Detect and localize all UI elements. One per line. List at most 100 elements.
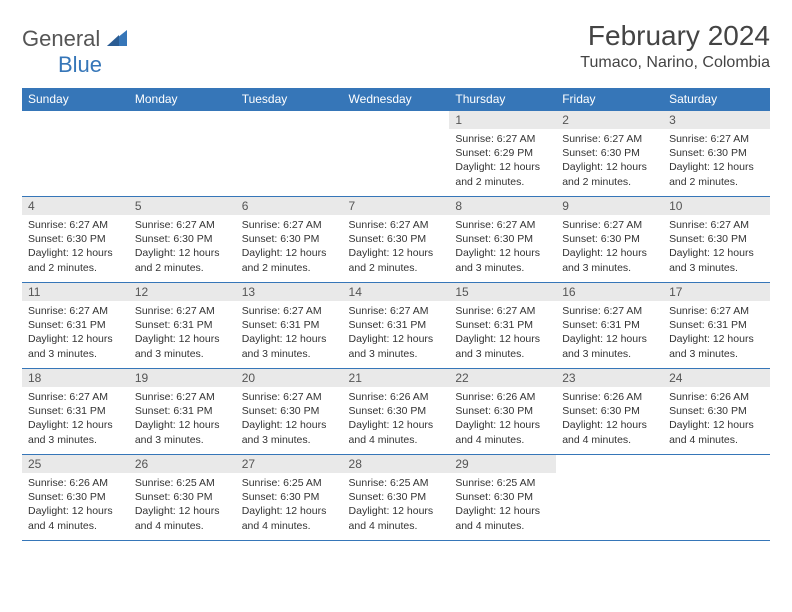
day-details: Sunrise: 6:26 AMSunset: 6:30 PMDaylight:… [556,387,663,451]
calendar-cell [556,455,663,541]
calendar-week-row: 4Sunrise: 6:27 AMSunset: 6:30 PMDaylight… [22,197,770,283]
day-details: Sunrise: 6:27 AMSunset: 6:30 PMDaylight:… [663,129,770,193]
sail-icon [107,33,127,50]
day-number: 15 [449,283,556,301]
daylight-text: Daylight: 12 hours and 3 minutes. [135,332,230,360]
calendar-cell: 29Sunrise: 6:25 AMSunset: 6:30 PMDayligh… [449,455,556,541]
calendar-cell [22,111,129,197]
sunrise-text: Sunrise: 6:27 AM [562,304,657,318]
sunset-text: Sunset: 6:30 PM [349,232,444,246]
sunset-text: Sunset: 6:30 PM [669,404,764,418]
calendar-cell: 10Sunrise: 6:27 AMSunset: 6:30 PMDayligh… [663,197,770,283]
sunrise-text: Sunrise: 6:27 AM [562,218,657,232]
sunset-text: Sunset: 6:30 PM [562,232,657,246]
sunrise-text: Sunrise: 6:25 AM [349,476,444,490]
sunrise-text: Sunrise: 6:26 AM [349,390,444,404]
sunrise-text: Sunrise: 6:27 AM [669,218,764,232]
sunrise-text: Sunrise: 6:27 AM [455,304,550,318]
sunset-text: Sunset: 6:30 PM [242,404,337,418]
day-details: Sunrise: 6:27 AMSunset: 6:30 PMDaylight:… [236,215,343,279]
daylight-text: Daylight: 12 hours and 4 minutes. [135,504,230,532]
sunset-text: Sunset: 6:30 PM [455,404,550,418]
daylight-text: Daylight: 12 hours and 4 minutes. [669,418,764,446]
day-details: Sunrise: 6:25 AMSunset: 6:30 PMDaylight:… [343,473,450,537]
day-details: Sunrise: 6:27 AMSunset: 6:31 PMDaylight:… [663,301,770,365]
day-number: 13 [236,283,343,301]
day-details: Sunrise: 6:27 AMSunset: 6:30 PMDaylight:… [663,215,770,279]
calendar-cell: 8Sunrise: 6:27 AMSunset: 6:30 PMDaylight… [449,197,556,283]
sunset-text: Sunset: 6:31 PM [135,318,230,332]
sunrise-text: Sunrise: 6:27 AM [562,132,657,146]
day-details: Sunrise: 6:27 AMSunset: 6:30 PMDaylight:… [236,387,343,451]
daylight-text: Daylight: 12 hours and 3 minutes. [135,418,230,446]
sunset-text: Sunset: 6:30 PM [562,146,657,160]
sunrise-text: Sunrise: 6:27 AM [28,304,123,318]
calendar-cell: 3Sunrise: 6:27 AMSunset: 6:30 PMDaylight… [663,111,770,197]
day-number: 3 [663,111,770,129]
daylight-text: Daylight: 12 hours and 3 minutes. [455,332,550,360]
calendar-cell: 16Sunrise: 6:27 AMSunset: 6:31 PMDayligh… [556,283,663,369]
sunrise-text: Sunrise: 6:25 AM [242,476,337,490]
day-details: Sunrise: 6:26 AMSunset: 6:30 PMDaylight:… [449,387,556,451]
sunrise-text: Sunrise: 6:25 AM [455,476,550,490]
daylight-text: Daylight: 12 hours and 4 minutes. [242,504,337,532]
calendar-cell: 18Sunrise: 6:27 AMSunset: 6:31 PMDayligh… [22,369,129,455]
calendar-week-row: 1Sunrise: 6:27 AMSunset: 6:29 PMDaylight… [22,111,770,197]
calendar-cell: 5Sunrise: 6:27 AMSunset: 6:30 PMDaylight… [129,197,236,283]
daylight-text: Daylight: 12 hours and 3 minutes. [242,418,337,446]
calendar-cell: 15 Sunrise: 6:27 AMSunset: 6:31 PMDayligh… [449,283,556,369]
calendar-cell: 2Sunrise: 6:27 AMSunset: 6:30 PMDaylight… [556,111,663,197]
day-number: 24 [663,369,770,387]
weekday-header: Thursday [449,88,556,111]
calendar-cell: 20Sunrise: 6:27 AMSunset: 6:30 PMDayligh… [236,369,343,455]
sunset-text: Sunset: 6:31 PM [455,318,550,332]
sunset-text: Sunset: 6:30 PM [242,232,337,246]
sunrise-text: Sunrise: 6:26 AM [669,390,764,404]
day-number: 20 [236,369,343,387]
day-number: 10 [663,197,770,215]
day-details: Sunrise: 6:27 AMSunset: 6:30 PMDaylight:… [449,215,556,279]
day-number: 4 [22,197,129,215]
sunset-text: Sunset: 6:31 PM [135,404,230,418]
daylight-text: Daylight: 12 hours and 3 minutes. [669,246,764,274]
sunset-text: Sunset: 6:30 PM [135,232,230,246]
sunset-text: Sunset: 6:30 PM [455,490,550,504]
sunrise-text: Sunrise: 6:27 AM [135,390,230,404]
daylight-text: Daylight: 12 hours and 2 minutes. [28,246,123,274]
calendar-week-row: 11Sunrise: 6:27 AMSunset: 6:31 PMDayligh… [22,283,770,369]
daylight-text: Daylight: 12 hours and 3 minutes. [455,246,550,274]
day-number: 11 [22,283,129,301]
daylight-text: Daylight: 12 hours and 3 minutes. [669,332,764,360]
day-details: Sunrise: 6:27 AMSunset: 6:31 PMDaylight:… [129,387,236,451]
sunset-text: Sunset: 6:31 PM [349,318,444,332]
sunrise-text: Sunrise: 6:27 AM [349,304,444,318]
sunset-text: Sunset: 6:31 PM [242,318,337,332]
daylight-text: Daylight: 12 hours and 3 minutes. [562,332,657,360]
day-details: Sunrise: 6:26 AMSunset: 6:30 PMDaylight:… [663,387,770,451]
sunset-text: Sunset: 6:29 PM [455,146,550,160]
sunrise-text: Sunrise: 6:26 AM [455,390,550,404]
day-number: 9 [556,197,663,215]
sunset-text: Sunset: 6:31 PM [28,318,123,332]
calendar-cell [236,111,343,197]
title-block: February 2024 Tumaco, Narino, Colombia [580,20,770,72]
day-details: Sunrise: 6:26 AMSunset: 6:30 PMDaylight:… [343,387,450,451]
daylight-text: Daylight: 12 hours and 2 minutes. [455,160,550,188]
day-number: 18 [22,369,129,387]
sunset-text: Sunset: 6:30 PM [562,404,657,418]
calendar-cell: 4Sunrise: 6:27 AMSunset: 6:30 PMDaylight… [22,197,129,283]
daylight-text: Daylight: 12 hours and 4 minutes. [28,504,123,532]
calendar-cell: 1Sunrise: 6:27 AMSunset: 6:29 PMDaylight… [449,111,556,197]
daylight-text: Daylight: 12 hours and 3 minutes. [242,332,337,360]
calendar-cell: 17Sunrise: 6:27 AMSunset: 6:31 PMDayligh… [663,283,770,369]
day-details: Sunrise: 6:27 AMSunset: 6:30 PMDaylight:… [556,215,663,279]
day-details: Sunrise: 6:27 AMSunset: 6:31 PMDaylight:… [236,301,343,365]
day-number: 7 [343,197,450,215]
calendar-cell: 24Sunrise: 6:26 AMSunset: 6:30 PMDayligh… [663,369,770,455]
sunset-text: Sunset: 6:30 PM [669,232,764,246]
sunset-text: Sunset: 6:30 PM [455,232,550,246]
calendar-cell: 22Sunrise: 6:26 AMSunset: 6:30 PMDayligh… [449,369,556,455]
sunset-text: Sunset: 6:30 PM [242,490,337,504]
weekday-header-row: SundayMondayTuesdayWednesdayThursdayFrid… [22,88,770,111]
sunset-text: Sunset: 6:31 PM [562,318,657,332]
